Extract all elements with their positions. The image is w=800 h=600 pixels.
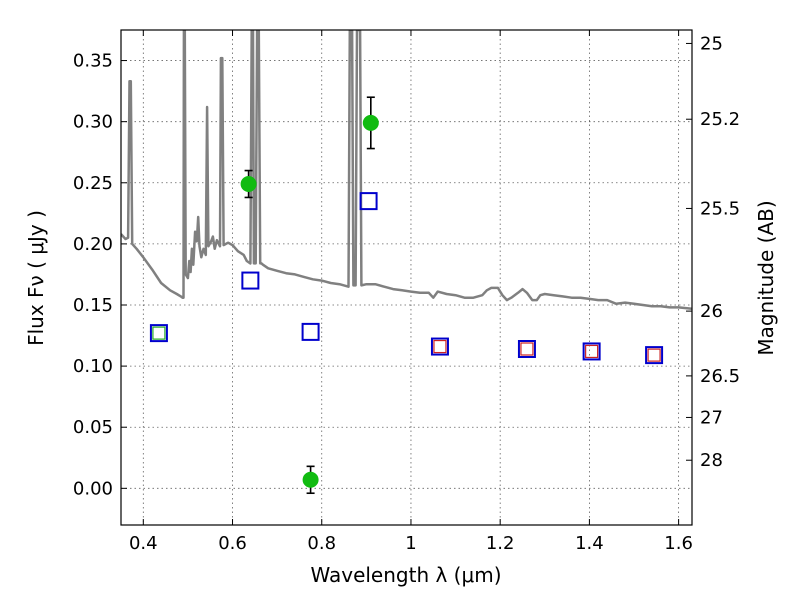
x-tick-label: 1.4 — [575, 533, 604, 554]
right-tick-label: 27 — [700, 407, 723, 428]
x-tick-label: 0.8 — [307, 533, 336, 554]
right-tick-label: 26.5 — [700, 366, 740, 387]
y-tick-label: 0.10 — [73, 356, 113, 377]
y-tick-label: 0.30 — [73, 112, 113, 133]
y-tick-label: 0.00 — [73, 478, 113, 499]
y-tick-label: 0.15 — [73, 295, 113, 316]
y-axis-label: Flux Fν ( μJy ) — [24, 210, 48, 346]
square-marker — [430, 337, 449, 356]
x-tick-label: 1.6 — [664, 533, 693, 554]
y-tick-label: 0.25 — [73, 173, 113, 194]
right-tick-label: 26 — [700, 301, 723, 322]
square-marker — [433, 339, 447, 354]
right-tick-label: 25.5 — [700, 198, 740, 219]
data-point — [362, 114, 379, 131]
x-tick-label: 0.6 — [218, 533, 247, 554]
square-marker — [149, 324, 168, 343]
right-tick-label: 25.2 — [700, 109, 740, 130]
square-marker — [520, 342, 534, 356]
square-marker — [152, 326, 166, 340]
plot-frame — [120, 29, 693, 526]
right-axis-label: Magnitude (AB) — [754, 200, 778, 355]
square-marker — [517, 340, 536, 358]
square-marker — [301, 322, 320, 341]
square-marker — [359, 192, 378, 211]
square-marker — [585, 344, 599, 359]
right-tick-label: 25 — [700, 33, 723, 54]
square-marker — [582, 342, 601, 361]
grid — [121, 30, 692, 525]
x-tick-label: 1.2 — [486, 533, 515, 554]
square-marker — [645, 346, 664, 365]
y-tick-label: 0.20 — [73, 234, 113, 255]
x-axis-label: Wavelength λ (μm) — [310, 563, 501, 587]
x-tick-label: 1 — [405, 533, 416, 554]
ticks: 0.4 0.6 0.8 1 1.2 1.4 1.6 0.00 0.05 0.10 0.15 0.20 0… — [73, 30, 740, 554]
y-tick-label: 0.35 — [73, 51, 113, 72]
data-point — [240, 176, 257, 192]
data-point — [302, 471, 319, 488]
plot-area — [121, 30, 692, 495]
square-marker — [241, 271, 260, 290]
square-marker — [647, 348, 661, 362]
right-tick-label: 28 — [700, 450, 723, 471]
sed-model-line — [121, 30, 692, 310]
x-tick-label: 0.4 — [129, 533, 158, 554]
y-tick-label: 0.05 — [73, 417, 113, 438]
